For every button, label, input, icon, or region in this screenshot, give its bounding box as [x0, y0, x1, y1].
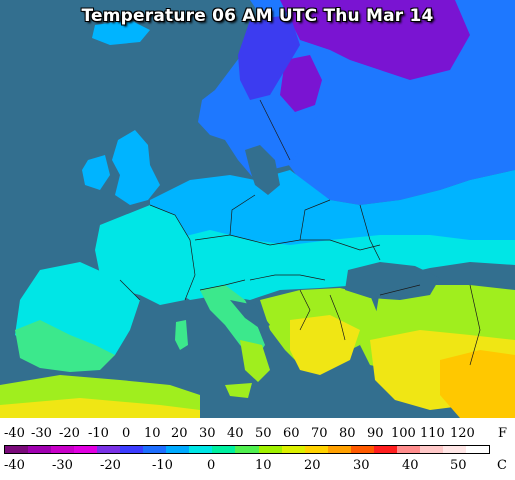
cold-blue-dark	[238, 15, 300, 100]
color-swatch	[212, 446, 236, 453]
baltic-sea	[245, 145, 280, 195]
fahrenheit-tick: 110	[420, 426, 445, 441]
fahrenheit-tick: 90	[367, 426, 384, 441]
fahrenheit-tick: 40	[227, 426, 244, 441]
color-swatch	[465, 446, 489, 453]
temperature-map	[0, 0, 515, 418]
color-swatch	[74, 446, 98, 453]
fahrenheit-tick: 50	[255, 426, 272, 441]
color-swatch	[189, 446, 213, 453]
color-swatch	[166, 446, 190, 453]
fahrenheit-tick: 10	[144, 426, 161, 441]
color-swatch	[120, 446, 144, 453]
color-swatch	[419, 446, 443, 453]
temperature-legend: -40 -30 -20 -10 0 10 20 30 40 50 60 70 8…	[0, 418, 515, 480]
celsius-unit: C	[497, 458, 507, 473]
color-swatch	[304, 446, 328, 453]
fahrenheit-tick: 120	[450, 426, 475, 441]
color-swatch	[281, 446, 305, 453]
fahrenheit-tick: -40	[4, 426, 25, 441]
fahrenheit-tick: 80	[339, 426, 356, 441]
fahrenheit-tick: -30	[31, 426, 52, 441]
color-swatch	[327, 446, 351, 453]
celsius-tick: 40	[402, 458, 419, 473]
map-title: Temperature 06 AM UTC Thu Mar 14	[81, 6, 434, 26]
land-britain	[112, 130, 160, 205]
land-iberia-warm	[15, 320, 115, 372]
black-sea	[345, 262, 440, 300]
color-swatch	[143, 446, 167, 453]
celsius-tick: -20	[100, 458, 121, 473]
cold-core-north	[280, 0, 470, 80]
land-middle-east-warm	[440, 350, 515, 418]
land-sardinia	[175, 320, 188, 350]
country-borders	[119, 99, 481, 366]
color-swatch	[51, 446, 75, 453]
color-swatch	[5, 446, 29, 453]
land-north-africa-warm	[0, 398, 200, 418]
fahrenheit-tick: -10	[88, 426, 109, 441]
land-central-cyan	[165, 230, 515, 300]
land-iceland	[92, 20, 150, 45]
fahrenheit-tick: -20	[59, 426, 80, 441]
color-swatch	[350, 446, 374, 453]
fahrenheit-tick: 20	[171, 426, 188, 441]
celsius-tick: 0	[207, 458, 216, 473]
color-swatch	[28, 446, 52, 453]
color-swatch	[396, 446, 420, 453]
celsius-tick: 30	[353, 458, 370, 473]
fahrenheit-tick: 70	[311, 426, 328, 441]
fahrenheit-tick: 30	[199, 426, 216, 441]
celsius-tick: 10	[255, 458, 272, 473]
color-scale-bar	[4, 445, 490, 454]
color-swatch	[235, 446, 259, 453]
color-swatch	[97, 446, 121, 453]
celsius-tick: 50	[450, 458, 467, 473]
color-swatch	[373, 446, 397, 453]
color-swatch	[258, 446, 282, 453]
land-italy-south	[240, 340, 270, 382]
adriatic-sea	[230, 300, 270, 330]
celsius-tick: -10	[152, 458, 173, 473]
fahrenheit-unit: F	[497, 426, 507, 441]
color-swatch	[442, 446, 466, 453]
land-italy	[200, 285, 265, 360]
cold-core-finland	[280, 55, 322, 112]
fahrenheit-tick: 100	[391, 426, 416, 441]
celsius-tick: -30	[52, 458, 73, 473]
land-sicily	[225, 383, 252, 398]
land-ireland	[82, 155, 110, 190]
celsius-tick: -40	[4, 458, 25, 473]
celsius-tick: 20	[304, 458, 321, 473]
fahrenheit-tick: 60	[283, 426, 300, 441]
fahrenheit-tick: 0	[122, 426, 131, 441]
